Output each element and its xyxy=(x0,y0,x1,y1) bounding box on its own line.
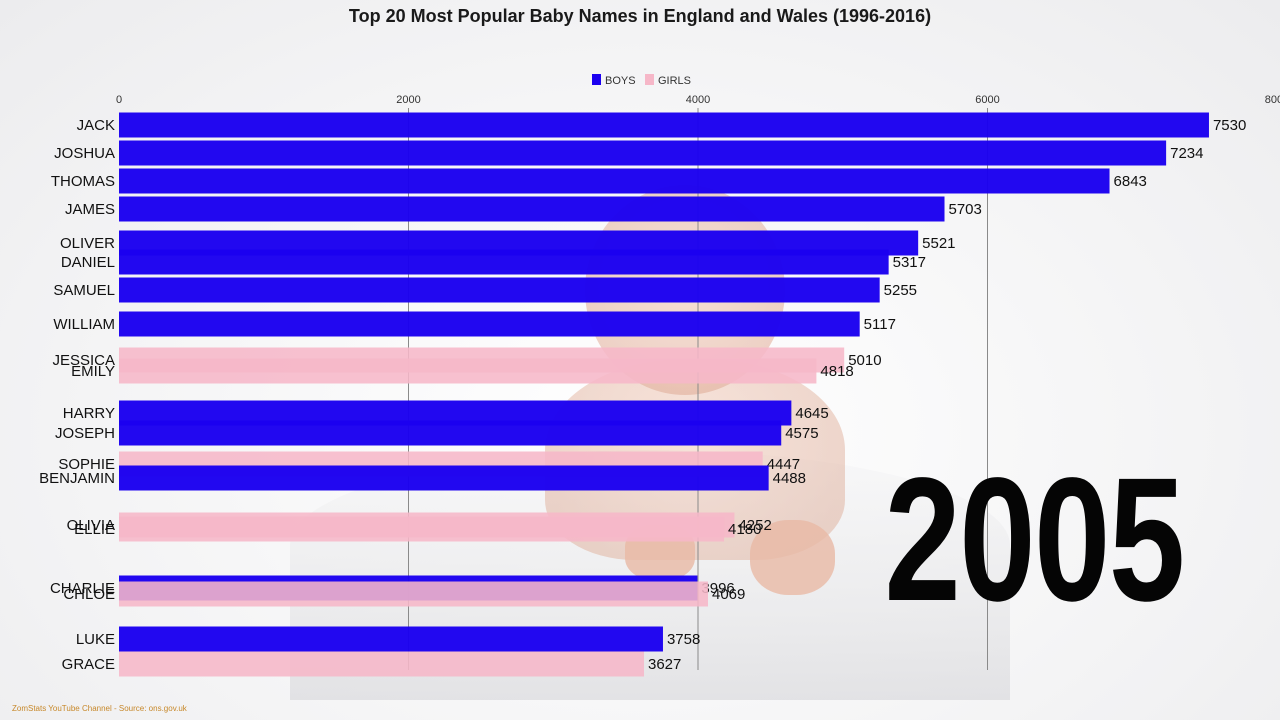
x-tick-label-0: 0 xyxy=(116,94,122,106)
bar-name-daniel: DANIEL xyxy=(61,254,115,271)
bar-samuel xyxy=(119,277,880,303)
bar-daniel xyxy=(119,249,889,275)
x-tick-label-6000: 6000 xyxy=(975,94,999,106)
bar-value-chloe: 4069 xyxy=(712,586,745,603)
bar-group-samuel: SAMUEL 5255 xyxy=(53,277,917,303)
bar-value-benjamin: 4488 xyxy=(773,470,806,487)
bar-group-william: WILLIAM 5117 xyxy=(53,311,896,337)
bar-name-benjamin: BENJAMIN xyxy=(39,470,115,487)
bar-group-benjamin: BENJAMIN 4488 xyxy=(39,465,806,491)
bar-value-grace: 3627 xyxy=(648,656,681,673)
bar-thomas xyxy=(119,168,1110,194)
x-tick-label-4000: 4000 xyxy=(686,94,710,106)
bar-emily xyxy=(119,358,817,384)
bar-name-luke: LUKE xyxy=(76,631,115,648)
bar-joshua xyxy=(119,140,1167,166)
bar-name-chloe: CHLOE xyxy=(63,586,115,603)
legend-swatch-girls xyxy=(645,74,654,85)
bar-chloe xyxy=(119,581,708,607)
legend-label-boys: BOYS xyxy=(605,75,636,87)
chart-title: Top 20 Most Popular Baby Names in Englan… xyxy=(348,6,932,26)
bar-name-grace: GRACE xyxy=(62,656,115,673)
bar-value-ellie: 4180 xyxy=(728,521,761,538)
bar-group-daniel: DANIEL 5317 xyxy=(61,249,926,275)
bar-ellie xyxy=(119,516,725,542)
bar-value-luke: 3758 xyxy=(667,631,700,648)
bar-group-thomas: THOMAS 6843 xyxy=(51,168,1147,194)
bar-value-joshua: 7234 xyxy=(1170,145,1203,162)
bar-name-jessica: JESSICA xyxy=(52,352,115,369)
x-tick-label-2000: 2000 xyxy=(396,94,420,106)
bar-value-olivia: 4252 xyxy=(738,517,771,534)
x-tick-label-8000: 8000 xyxy=(1265,94,1280,106)
bar-value-jessica: 5010 xyxy=(848,352,881,369)
bar-name-olivia: OLIVIA xyxy=(67,517,115,534)
bar-value-daniel: 5317 xyxy=(893,254,926,271)
bar-value-thomas: 6843 xyxy=(1114,173,1147,190)
bar-group-grace: GRACE 3627 xyxy=(62,651,681,677)
bar-name-william: WILLIAM xyxy=(53,316,115,333)
bar-value-samuel: 5255 xyxy=(884,282,917,299)
bar-grace xyxy=(119,651,645,677)
bar-name-james: JAMES xyxy=(65,201,115,218)
bar-value-harry: 4645 xyxy=(795,405,828,422)
source-credit: ZomStats YouTube Channel - Source: ons.g… xyxy=(12,704,187,713)
bar-name-ellie: ELLIE xyxy=(74,521,115,538)
bar-value-william: 5117 xyxy=(864,316,896,333)
bar-value-charlie: 3996 xyxy=(701,580,734,597)
bar-group-ellie: ELLIE 4180 xyxy=(74,516,761,542)
legend-swatch-boys xyxy=(592,74,601,85)
bar-value-sophie: 4447 xyxy=(767,456,800,473)
bar-name-harry: HARRY xyxy=(63,405,115,422)
bar-group-joshua: JOSHUA 7234 xyxy=(54,140,1203,166)
bar-group-joseph: JOSEPH 4575 xyxy=(55,420,819,446)
bar-value-oliver: 5521 xyxy=(922,235,955,252)
x-axis-ticks: 0 2000 4000 6000 8000 xyxy=(116,94,1280,106)
bar-william xyxy=(119,311,860,337)
bar-value-jack: 7530 xyxy=(1213,117,1246,134)
bar-name-samuel: SAMUEL xyxy=(53,282,115,299)
bar-group-luke: LUKE 3758 xyxy=(76,626,700,652)
bar-jack xyxy=(119,112,1209,138)
bar-name-emily: EMILY xyxy=(71,363,115,380)
bar-name-joseph: JOSEPH xyxy=(55,425,115,442)
legend-label-girls: GIRLS xyxy=(658,75,691,87)
bar-group-james: JAMES 5703 xyxy=(65,196,982,222)
bar-james xyxy=(119,196,945,222)
bar-group-jack: JACK 7530 xyxy=(77,112,1246,138)
bar-value-joseph: 4575 xyxy=(785,425,818,442)
bar-name-sophie: SOPHIE xyxy=(58,456,115,473)
bar-group-chloe: CHLOE 4069 xyxy=(63,581,745,607)
bar-value-james: 5703 xyxy=(949,201,982,218)
bar-name-charlie: CHARLIE xyxy=(50,580,115,597)
bar-luke xyxy=(119,626,663,652)
bar-value-emily: 4818 xyxy=(820,363,853,380)
legend: BOYS GIRLS xyxy=(592,74,691,87)
bars: JACK 7530 JOSHUA 7234 THOMAS 6843 JAMES 5703 OLI… xyxy=(39,112,1246,677)
bar-name-jack: JACK xyxy=(77,117,115,134)
bar-name-thomas: THOMAS xyxy=(51,173,115,190)
bar-joseph xyxy=(119,420,782,446)
bar-name-oliver: OLIVER xyxy=(60,235,115,252)
bar-benjamin xyxy=(119,465,769,491)
year-label: 2005 xyxy=(884,442,1185,638)
bar-group-emily: EMILY 4818 xyxy=(71,358,854,384)
bar-name-joshua: JOSHUA xyxy=(54,145,115,162)
